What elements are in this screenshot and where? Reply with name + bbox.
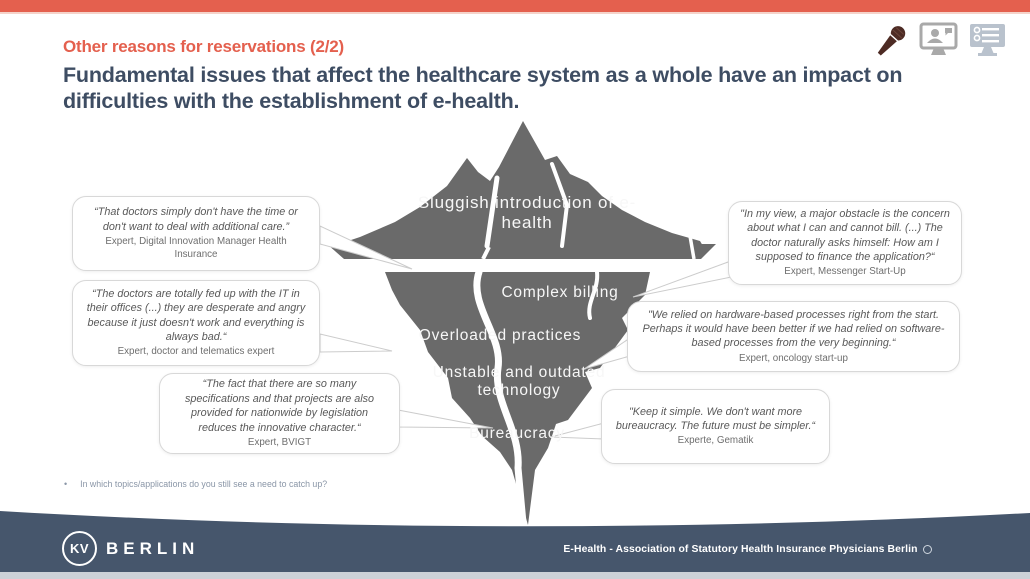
iceberg-label-bureaucracy: Bureaucracy [469, 425, 565, 442]
iceberg-label-sluggish-introduction: Sluggish introduction of e-health [417, 193, 637, 232]
quote-bubble-left-1: “That doctors simply don't have the time… [72, 196, 320, 271]
page-title: Fundamental issues that affect the healt… [63, 63, 903, 113]
footnote-bullet: • [64, 479, 68, 489]
quote-text: “The fact that there are so many specifi… [184, 378, 375, 434]
monitor-person-icon [919, 22, 959, 65]
iceberg-below-water [385, 272, 650, 525]
top-accent-bar [0, 0, 1030, 14]
quote-text: “The doctors are totally fed up with the… [86, 287, 306, 343]
header-icon-group [874, 22, 1008, 67]
quote-bubble-right-3: "Keep it simple. We don't want more bure… [601, 389, 830, 464]
kv-berlin-logo: KV BERLIN [62, 531, 199, 566]
footer-circle-icon [922, 545, 932, 554]
callout-tails [319, 225, 758, 440]
iceberg-above-water [333, 121, 703, 246]
iceberg-label-unstable-technology: Unstable and outdated technology [432, 364, 606, 399]
iceberg-label-complex-billing: Complex billing [501, 284, 619, 301]
quote-attribution: Expert, BVIGT [247, 436, 312, 448]
quote-bubble-left-2: “The doctors are totally fed up with the… [72, 280, 320, 366]
quote-text: "Keep it simple. We don't want more bure… [615, 405, 816, 433]
quote-bubble-right-2: "We relied on hardware-based processes r… [627, 301, 960, 372]
quote-attribution: Expert, doctor and telematics expert [117, 346, 275, 358]
quote-attribution: Expert, oncology start-up [739, 352, 848, 364]
bottom-strip [0, 572, 1030, 579]
footer-caption: E-Health - Association of Statutory Heal… [555, 544, 940, 555]
quote-bubble-left-3: “The fact that there are so many specifi… [159, 373, 400, 454]
footnote-text: In which topics/applications do you stil… [80, 479, 328, 489]
footer-caption-text: E-Health - Association of Statutory Heal… [563, 544, 918, 555]
kv-logo-wordmark: BERLIN [106, 538, 200, 558]
quote-text: “That doctors simply don't have the time… [94, 206, 298, 233]
iceberg-waterline [327, 244, 716, 259]
iceberg-label-overloaded-practices: Overloaded practices [418, 327, 582, 344]
kv-logo-ring: KV [62, 531, 97, 566]
monitor-checklist-icon [968, 22, 1008, 65]
quote-attribution: Expert, Digital Innovation Manager Healt… [105, 236, 287, 260]
quote-attribution: Experte, Gematik [677, 435, 754, 447]
footnote: • In which topics/applications do you st… [64, 479, 327, 489]
slide-kicker: Other reasons for reservations (2/2) [63, 37, 344, 56]
quote-attribution: Expert, Messenger Start-Up [784, 266, 906, 278]
quote-text: "In my view, a major obstacle is the con… [740, 207, 950, 263]
quote-bubble-right-1: "In my view, a major obstacle is the con… [728, 201, 962, 285]
kv-logo-initials: KV [69, 541, 90, 556]
microphone-icon [874, 22, 910, 67]
quote-text: "We relied on hardware-based processes r… [642, 308, 945, 350]
